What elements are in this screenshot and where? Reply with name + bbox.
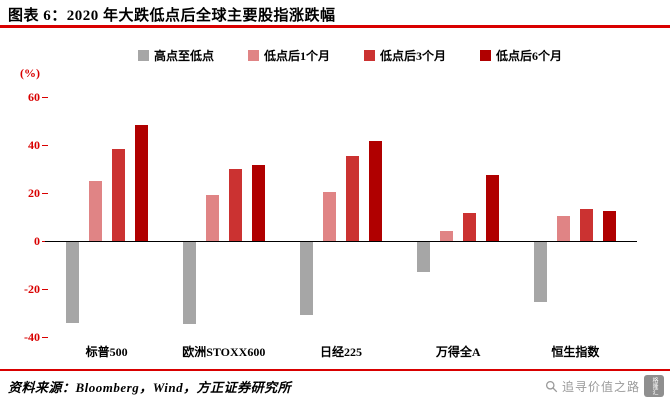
title-divider (0, 25, 670, 28)
watermark: 追寻价值之路 格隆汇 (545, 375, 664, 397)
bar (251, 165, 265, 241)
bar (534, 241, 548, 303)
y-tick-mark (42, 289, 48, 290)
y-tick-mark (42, 97, 48, 98)
y-tick-label: -40 (24, 330, 40, 344)
bar (369, 141, 382, 241)
x-category-label: 欧洲STOXX600 (182, 345, 266, 359)
x-category-label: 恒生指数 (551, 345, 600, 359)
y-tick-mark (42, 145, 48, 146)
plot-area (42, 97, 637, 338)
x-category-label: 日经225 (319, 345, 362, 359)
legend-item: 低点后6个月 (480, 47, 562, 64)
y-axis: 60 40 20 0 -20 -40 (0, 90, 40, 344)
bar (111, 148, 125, 241)
y-tick-label: 40 (28, 138, 40, 152)
figure-title: 图表 6：2020 年大跌低点后全球主要股指涨跌幅 (8, 8, 336, 24)
bar (323, 191, 336, 241)
bar (205, 195, 219, 241)
y-tick-mark (42, 337, 48, 338)
bar (228, 169, 242, 241)
bar (486, 175, 500, 241)
bar (65, 241, 79, 323)
legend-item: 低点后1个月 (247, 47, 330, 64)
y-tick-label: 20 (28, 186, 40, 200)
bar (182, 241, 196, 324)
legend-label: 低点后6个月 (496, 49, 563, 63)
bar (580, 208, 594, 241)
chart-legend: 高点至低点 低点后1个月 低点后3个月 低点后6个月 (40, 47, 660, 64)
y-tick-label: -20 (24, 282, 40, 296)
legend-label: 低点后3个月 (380, 49, 447, 63)
y-tick-label: 60 (28, 90, 40, 104)
gelonghui-logo: 格隆汇 (644, 375, 664, 397)
y-tick-label: 0 (34, 234, 40, 248)
zero-axis-line (45, 241, 637, 242)
gelonghui-logo-text: 格隆汇 (651, 377, 657, 395)
y-tick-mark (42, 193, 48, 194)
bar (603, 211, 617, 241)
magnifier-icon (545, 380, 558, 392)
legend-swatch (480, 50, 492, 61)
legend-swatch (247, 50, 259, 61)
bar (463, 213, 477, 241)
bar (134, 124, 148, 241)
bar (557, 215, 571, 241)
legend-item: 低点后3个月 (364, 47, 446, 64)
x-category-label: 万得全A (435, 345, 481, 359)
legend-label: 低点后1个月 (263, 49, 330, 63)
source-note: 资料来源：Bloomberg，Wind，方正证券研究所 (8, 380, 292, 395)
bar (440, 231, 454, 241)
bar (88, 181, 102, 241)
x-category-label: 标普500 (85, 345, 128, 359)
legend-swatch (364, 50, 375, 61)
legend-swatch (137, 50, 149, 61)
bar-chart: 60 40 20 0 -20 -40 标普500 欧洲STOXX600 日经225 万得全A 恒生… (0, 90, 670, 363)
bar (300, 241, 313, 316)
legend-label: 高点至低点 (153, 49, 214, 63)
bar (346, 155, 359, 241)
footer-divider (0, 369, 670, 371)
watermark-text: 追寻价值之路 (561, 379, 640, 394)
bar (417, 241, 431, 273)
y-axis-unit-label: (%) (20, 66, 40, 80)
legend-item: 高点至低点 (137, 47, 214, 64)
x-axis: 标普500 欧洲STOXX600 日经225 万得全A 恒生指数 (48, 343, 634, 361)
